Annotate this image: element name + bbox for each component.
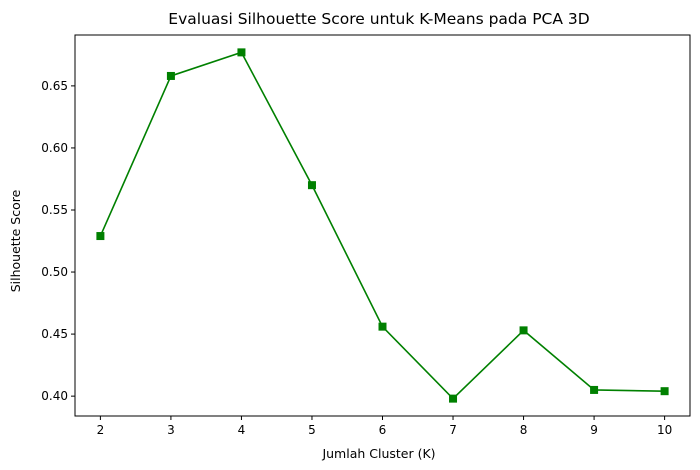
data-point-marker xyxy=(378,322,387,331)
x-tick-label: 5 xyxy=(308,423,316,437)
chart-title: Evaluasi Silhouette Score untuk K-Means … xyxy=(168,10,589,28)
series-line xyxy=(99,51,665,400)
data-point-marker xyxy=(660,387,669,396)
y-tick-label: 0.65 xyxy=(41,79,68,93)
x-tick-label: 9 xyxy=(590,423,598,437)
data-point-marker xyxy=(166,71,175,80)
x-tick-label: 10 xyxy=(657,423,672,437)
y-tick-label: 0.50 xyxy=(41,265,68,279)
y-tick-label: 0.55 xyxy=(41,203,68,217)
series-layer xyxy=(96,48,669,403)
x-tick-label: 6 xyxy=(379,423,387,437)
x-tick-label: 3 xyxy=(167,423,175,437)
y-axis: 0.40 0.45 0.50 0.55 0.60 0.65 xyxy=(41,79,75,403)
data-point-marker xyxy=(237,48,246,57)
y-tick-label: 0.45 xyxy=(41,327,68,341)
y-axis-label: Silhouette Score xyxy=(8,189,23,292)
data-point-marker xyxy=(307,181,316,190)
x-axis: 2 3 4 5 6 7 8 9 10 xyxy=(97,416,672,437)
x-axis-label: Jumlah Cluster (K) xyxy=(321,446,435,461)
y-tick-label: 0.40 xyxy=(41,389,68,403)
data-point-marker xyxy=(96,232,105,241)
plot-frame xyxy=(74,34,691,417)
x-tick-label: 2 xyxy=(97,423,105,437)
x-tick-label: 4 xyxy=(238,423,246,437)
data-point-marker xyxy=(449,394,458,403)
data-point-marker xyxy=(590,385,599,394)
data-point-marker xyxy=(519,326,528,335)
x-tick-label: 7 xyxy=(449,423,457,437)
y-tick-label: 0.60 xyxy=(41,141,68,155)
x-tick-label: 8 xyxy=(520,423,528,437)
